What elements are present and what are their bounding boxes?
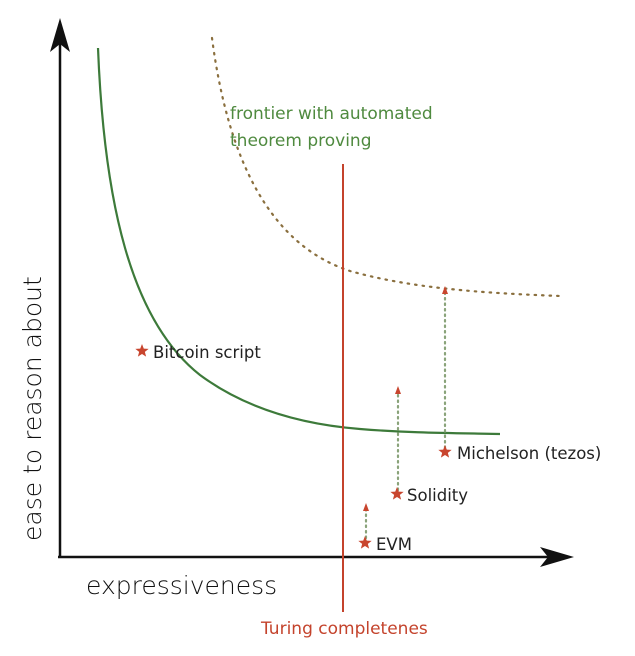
automated-frontier-curve [210,36,562,298]
evm-arrowhead [363,503,369,511]
frontier-label-line1: frontier with automated [230,104,433,124]
frontier-curve [96,47,501,436]
frontier-label-line2: theorem proving [230,131,372,151]
michelson-label: Michelson (tezos) [457,444,601,463]
evm-star [358,536,372,549]
michelson-star [438,445,452,458]
michelson-arrowhead [442,286,448,294]
bitcoin-script-label: Bitcoin script [153,343,261,362]
y-axis-arrowhead [50,18,70,52]
turing-completeness-label: Turing completenes [260,619,428,639]
x-axis-arrowhead [540,547,574,567]
solidity-star [390,487,404,500]
evm-label: EVM [376,535,412,554]
x-axis-label: expressiveness [86,571,277,600]
bitcoin-script-star [135,344,149,357]
y-axis-label: ease to reason about [18,276,47,541]
solidity-label: Solidity [407,486,468,505]
solidity-arrowhead [395,386,401,394]
